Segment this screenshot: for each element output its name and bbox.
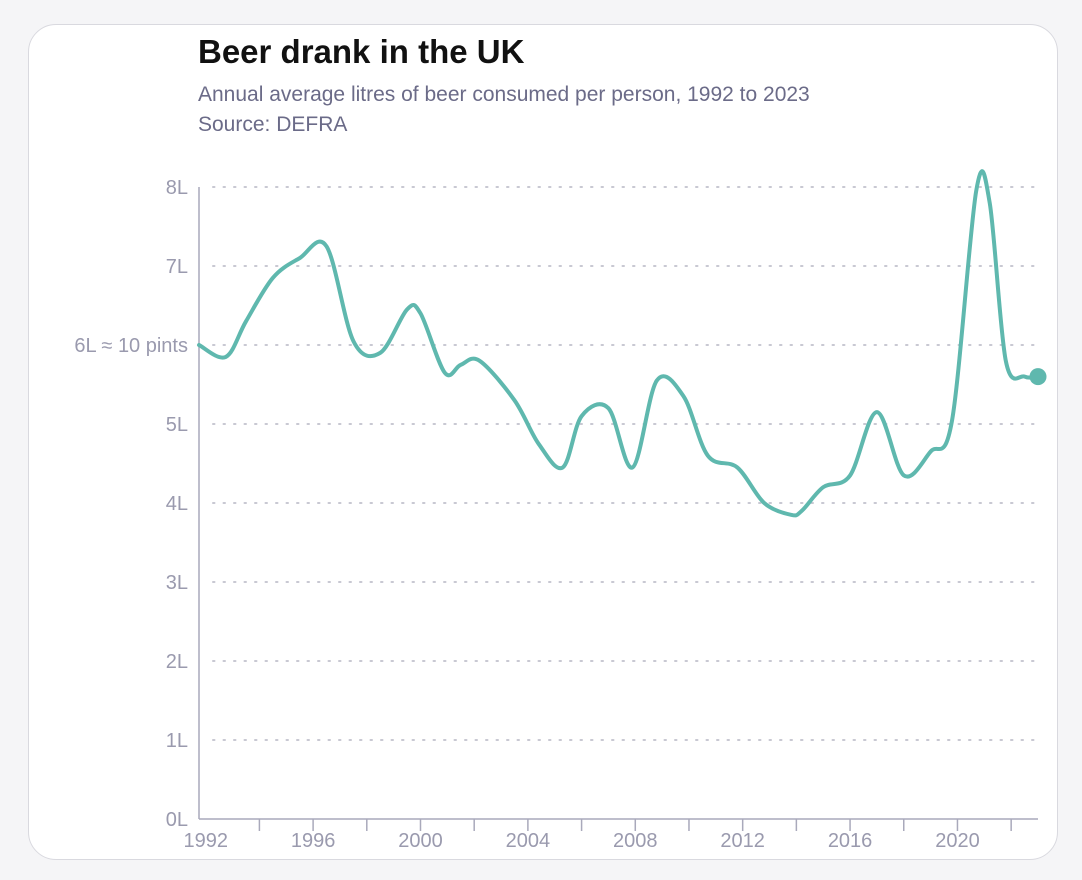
x-tick-label: 2008 bbox=[613, 830, 658, 852]
axes bbox=[198, 187, 1038, 831]
gridlines bbox=[212, 186, 1039, 741]
last-point-marker bbox=[1029, 368, 1047, 386]
y-tick-label: 3L bbox=[166, 572, 188, 594]
x-tick-label: 1992 bbox=[183, 830, 228, 852]
y-tick-label: 1L bbox=[166, 730, 188, 752]
y-tick-label: 6L ≈ 10 pints bbox=[74, 335, 188, 357]
chart-title: Beer drank in the UK bbox=[198, 33, 525, 70]
series bbox=[197, 169, 1047, 518]
line-chart: 0L 1L 2L 3L 4L 5L 6L ≈ 10 pints 7L 8L 1992 1996 200… bbox=[74, 169, 1047, 852]
y-tick-label: 2L bbox=[166, 651, 188, 673]
series-line bbox=[197, 169, 1040, 518]
tick-labels: 0L 1L 2L 3L 4L 5L 6L ≈ 10 pints 7L 8L 1992 1996 200… bbox=[74, 177, 979, 852]
y-tick-label: 0L bbox=[166, 809, 188, 831]
x-tick-label: 2000 bbox=[398, 830, 443, 852]
x-tick-label: 2012 bbox=[720, 830, 765, 852]
chart-source: Source: DEFRA bbox=[198, 113, 348, 136]
y-tick-label: 5L bbox=[166, 414, 188, 436]
y-tick-label: 7L bbox=[166, 256, 188, 278]
y-tick-label: 8L bbox=[166, 177, 188, 199]
x-tick-label: 2020 bbox=[935, 830, 980, 852]
y-tick-label: 4L bbox=[166, 493, 188, 515]
chart-card: Beer drank in the UK Annual average litr… bbox=[28, 24, 1058, 860]
x-tick-label: 2016 bbox=[828, 830, 873, 852]
x-tick-label: 1996 bbox=[291, 830, 336, 852]
chart-subtitle: Annual average litres of beer consumed p… bbox=[198, 83, 810, 106]
x-tick-label: 2004 bbox=[506, 830, 551, 852]
